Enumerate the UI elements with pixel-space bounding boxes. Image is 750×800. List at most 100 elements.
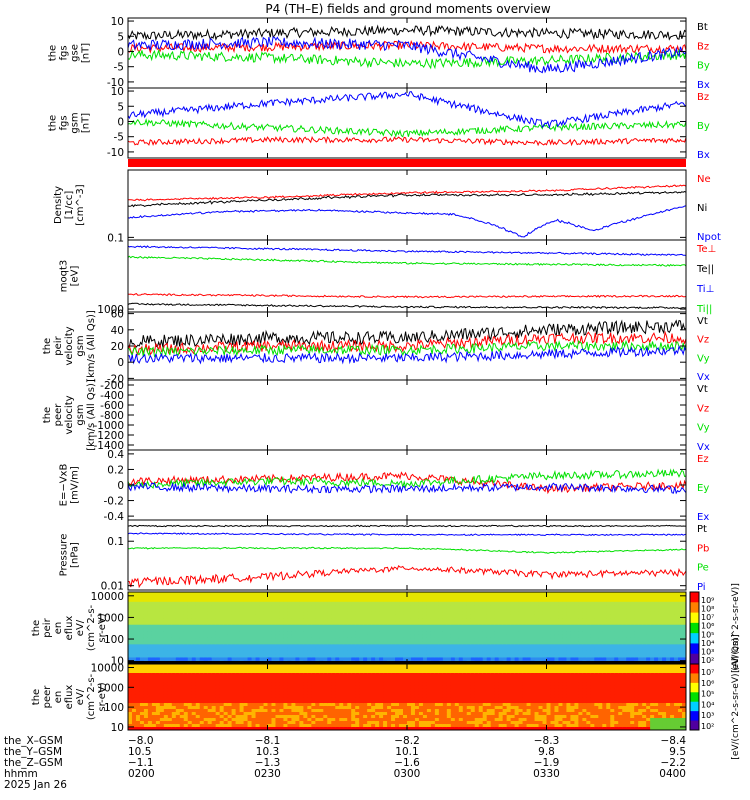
- colorbar-tick-label: 10⁴: [701, 639, 714, 648]
- y-axis-label: (cm^2-s-: [86, 673, 97, 720]
- x-annotation-value: −8.2: [394, 735, 420, 747]
- figure-title: P4 (TH–E) fields and ground moments over…: [265, 2, 550, 16]
- y-tick-label: 0.1: [107, 536, 124, 548]
- panel-peir_velocity: 60 40 20 0 -20 the peir velocity gsm [km/s (All Q…: [42, 309, 710, 386]
- series-line-peir_velocity-Vx: [128, 344, 687, 365]
- y-axis-label: the: [42, 407, 53, 423]
- y-axis-label: gsm: [75, 335, 86, 356]
- y-tick-label: -1200: [93, 430, 124, 442]
- y-tick-label: -20: [107, 373, 124, 385]
- series-line-density-Ni: [127, 190, 687, 208]
- separator-band: [128, 159, 686, 167]
- colorbar-tick-label: 10⁷: [701, 668, 714, 677]
- y-axis-label: E=−VxB: [59, 464, 70, 507]
- y-axis-label: [nT]: [81, 43, 92, 63]
- y-axis-label: peer: [42, 685, 53, 709]
- y-tick-label: 100: [104, 702, 124, 714]
- colorbar-tick-label: 10²: [701, 656, 714, 665]
- x-annotation-value: −8.0: [128, 735, 154, 747]
- legend-temperature-Te||: Te||: [696, 264, 714, 275]
- colorbar-tick-label: 10⁶: [701, 679, 714, 688]
- x-annotation-value: 0230: [254, 768, 281, 780]
- y-tick-label: 10000: [91, 591, 124, 603]
- legend-density-Npot: Npot: [697, 232, 721, 243]
- y-tick-label: -0.2: [104, 496, 125, 508]
- panel-frame: [127, 379, 687, 451]
- x-annotation-value: 10.5: [128, 746, 151, 758]
- y-axis-label: sr-eV): [97, 682, 108, 711]
- legend-fgs_gse-Bx: Bx: [697, 80, 710, 91]
- legend-density-Ni: Ni: [697, 203, 707, 214]
- y-tick-label: -600: [100, 400, 124, 412]
- legend-peer_velocity-Vx: Vx: [697, 442, 710, 453]
- y-tick-label: 0: [117, 480, 124, 492]
- x-annotation-value: −1.9: [534, 757, 560, 769]
- x-annotation-value: 0200: [128, 768, 155, 780]
- colorbar-tick-label: 10⁸: [701, 605, 714, 614]
- series-line-peir_velocity-Vy: [127, 339, 687, 358]
- x-annotation-value: 0330: [533, 768, 560, 780]
- colorbar-tick-label: 10⁹: [701, 596, 714, 605]
- colorbar-tick-label: 10³: [701, 647, 714, 656]
- y-tick-label: -1400: [93, 440, 124, 452]
- colorbar-label: [eV/(cm^2-s-sr-eV) (All Qs)]: [731, 634, 741, 759]
- y-tick-label: -10: [107, 147, 124, 159]
- series-line-pressure-Pt: [127, 524, 686, 528]
- legend-fgs_gse-Bt: Bt: [697, 22, 708, 33]
- y-axis-label: [km/s (All Qs)]: [86, 310, 97, 382]
- y-axis-label: velocity: [64, 395, 75, 434]
- y-tick-label: -400: [100, 390, 124, 402]
- legend-peir_velocity-Vy: Vy: [697, 353, 710, 364]
- y-axis-label: [nT]: [81, 113, 92, 133]
- panel-frame: [127, 239, 687, 313]
- y-axis-label: Density: [53, 186, 64, 224]
- y-tick-label: 10: [111, 656, 124, 668]
- series-line-fgs_gsm-Bz: [127, 135, 687, 147]
- y-axis-label: peir: [53, 335, 64, 355]
- y-tick-label: 10: [111, 722, 124, 734]
- legend-efield-Ey: Ey: [697, 483, 709, 494]
- x-annotation-value: −8.1: [255, 735, 281, 747]
- x-axis-annotation: the_X–GSM −8.0 −8.1 −8.2 −8.3 −8.4 the_Y–GSM 10…: [4, 735, 686, 791]
- series-line-fgs_gse-Bt: [127, 24, 687, 42]
- y-axis-label: gse: [70, 44, 81, 62]
- y-tick-label: -5: [114, 62, 124, 74]
- legend-peer_velocity-Vt: Vt: [697, 384, 708, 395]
- x-annotation-value: −8.3: [534, 735, 560, 747]
- series-line-fgs_gse-Bx: [127, 36, 687, 74]
- legend-fgs_gsm-Bx: Bx: [697, 150, 710, 161]
- legend-peer_velocity-Vz: Vz: [697, 403, 709, 414]
- y-tick-label: -200: [100, 380, 124, 392]
- series-line-temperature-Ti⊥: [127, 245, 687, 256]
- colorbar-tick-label: 10⁵: [701, 630, 714, 639]
- panel-peer_eflux: 10000 1000 100 10 the peer en eflux eV/(cm^2-s-s…: [31, 634, 741, 759]
- series-line-peir_velocity-Vt: [127, 319, 687, 349]
- y-axis-label: eV/: [75, 688, 86, 705]
- series-line-fgs_gsm-By: [127, 118, 687, 138]
- y-axis-label: fgs: [59, 115, 70, 130]
- y-tick-label: 1000: [97, 612, 124, 624]
- y-tick-label: 5: [117, 31, 124, 43]
- series-line-fgs_gsm-Bx: [127, 91, 687, 130]
- series-line-pressure-Pe: [127, 546, 687, 554]
- y-tick-label: -0.4: [104, 511, 125, 523]
- y-tick-label: 0.01: [101, 581, 124, 593]
- y-axis-label: eflux: [64, 685, 75, 710]
- y-axis-label: eV/: [75, 619, 86, 636]
- y-axis-label: the: [48, 115, 59, 131]
- x-annotation-value: 9.8: [538, 746, 555, 758]
- y-tick-label: 10: [111, 86, 124, 98]
- panel-efield: 0.4 0.2 0 -0.2 -0.4 E=−VxB [mV/m] Ez Ey Ex: [59, 449, 710, 523]
- y-tick-label: 20: [111, 341, 124, 353]
- legend-peir_velocity-Vx: Vx: [697, 372, 710, 383]
- y-tick-label: 0: [117, 116, 124, 128]
- x-annotation-value: 0300: [394, 768, 421, 780]
- legend-pressure-Pt: Pt: [697, 524, 707, 535]
- y-tick-label: 0: [117, 357, 124, 369]
- legend-pressure-Pb: Pb: [697, 543, 709, 554]
- series-line-efield-Ey: [127, 468, 687, 489]
- y-axis-label: the: [42, 338, 53, 354]
